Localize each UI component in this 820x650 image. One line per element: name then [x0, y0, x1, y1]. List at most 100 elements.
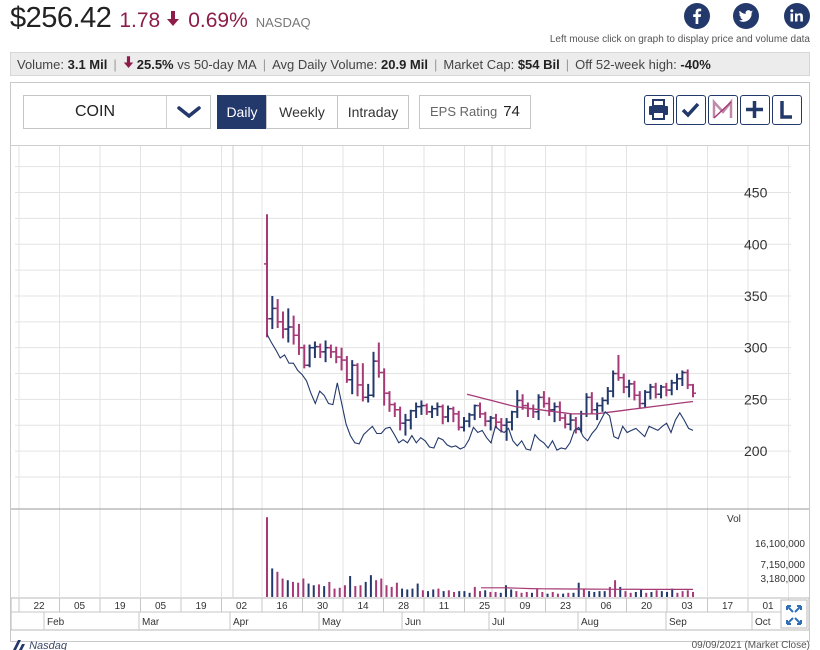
ohlc-bar: [530, 404, 537, 419]
ohlc-bar: [264, 214, 270, 338]
x-day-label: 09: [519, 601, 531, 612]
ohlc-bar: [429, 405, 436, 419]
ohlc-bar: [658, 384, 665, 399]
twitter-icon[interactable]: [733, 3, 759, 29]
x-day-label: 02: [236, 601, 248, 612]
ohlc-bar: [604, 386, 611, 405]
ohlc-bar: [455, 410, 462, 431]
market-cap-label: Market Cap:: [443, 56, 515, 72]
nasdaq-logo: Nasdaq: [12, 640, 67, 650]
x-day-label: 11: [439, 601, 450, 612]
exchange-label: NASDAQ: [255, 15, 311, 30]
tab-intraday[interactable]: Intraday: [337, 95, 409, 129]
ohlc-bar: [359, 363, 366, 402]
volume-axis-title: Vol: [727, 514, 741, 525]
x-day-label: 28: [398, 601, 410, 612]
x-month-label: Aug: [581, 617, 599, 628]
x-axis-strip: [11, 597, 809, 631]
ohlc-bar: [594, 402, 601, 421]
price-chart[interactable]: 200 250 300 350 400 450 Vol 16,100,000 7,150,000…: [11, 145, 809, 641]
volume-vs-pct: 25.5%: [136, 56, 174, 72]
market-close-date: 09/09/2021 (Market Close): [691, 640, 810, 650]
ohlc-bar: [668, 379, 675, 396]
tab-weekly[interactable]: Weekly: [266, 95, 338, 129]
ohlc-bar: [567, 413, 574, 431]
price-header: $256.42 1.78 0.69% NASDAQ: [10, 2, 311, 36]
price-tick-label: 200: [744, 443, 768, 459]
ohlc-bar: [295, 323, 302, 355]
ohlc-bar: [546, 397, 553, 416]
ohlc-bar: [327, 344, 334, 359]
ohlc-bar: [588, 392, 595, 414]
off-high-label: Off 52-week high:: [575, 56, 677, 72]
volume-label: Volume:: [17, 56, 64, 72]
volume-average-line: [481, 587, 693, 590]
chevron-down-icon[interactable]: [166, 96, 210, 128]
ohlc-bar: [413, 402, 420, 419]
ohlc-bar: [285, 308, 292, 343]
x-month-label: May: [322, 617, 341, 628]
ohlc-bar: [370, 351, 377, 398]
ohlc-bar: [391, 402, 398, 417]
ohlc-bar: [279, 311, 286, 339]
tab-daily[interactable]: Daily: [217, 95, 267, 129]
avg-volume-label: Avg Daily Volume:: [272, 56, 378, 72]
ohlc-bar: [322, 340, 329, 363]
ohlc-bar: [508, 410, 515, 431]
ohlc-bar: [514, 390, 521, 419]
down-arrow-icon: [123, 56, 134, 72]
price-volume-chart[interactable]: 200 250 300 350 400 450 Vol 16,100,000 7,150,000…: [11, 146, 809, 642]
ohlc-bar: [610, 370, 617, 398]
volume-vs-label: vs 50-day MA: [177, 56, 257, 72]
moving-average-line: [466, 393, 694, 415]
ohlc-bar: [631, 380, 638, 401]
ohlc-bar: [349, 360, 356, 395]
plus-icon[interactable]: [740, 95, 770, 125]
x-day-label: 16: [276, 601, 288, 612]
x-day-label: 19: [114, 601, 126, 612]
ohlc-bar: [620, 373, 627, 394]
compare-icon[interactable]: [708, 95, 738, 125]
ohlc-bar: [311, 341, 318, 359]
x-month-label: Sep: [669, 617, 687, 628]
chart-hint: Left mouse click on graph to display pri…: [549, 34, 810, 45]
check-icon[interactable]: [676, 95, 706, 125]
ohlc-bar: [439, 404, 446, 425]
off-high-value: -40%: [680, 56, 711, 72]
x-day-label: 23: [560, 601, 572, 612]
price-tick-label: 300: [744, 340, 768, 356]
expand-icon[interactable]: [786, 605, 802, 625]
ohlc-bar: [434, 402, 441, 416]
ohlc-bar: [407, 409, 414, 430]
line-icon[interactable]: [772, 95, 802, 125]
price-tick-label: 400: [744, 236, 768, 252]
print-icon[interactable]: [644, 95, 674, 125]
ohlc-bar: [471, 404, 478, 421]
price-tick-label: 450: [744, 185, 768, 201]
price-tick-label: 250: [744, 391, 768, 407]
ohlc-bar: [274, 299, 281, 329]
expand-button: [780, 599, 808, 629]
facebook-icon[interactable]: [684, 3, 710, 29]
x-day-label: 19: [195, 601, 207, 612]
relative-strength-line: [266, 333, 694, 451]
eps-rating: EPS Rating 74: [419, 95, 531, 129]
x-day-label: 25: [479, 601, 491, 612]
ohlc-bar: [290, 315, 297, 345]
ohlc-bar: [524, 402, 531, 417]
ohlc-bar: [642, 390, 649, 408]
ohlc-bar: [652, 382, 659, 399]
x-day-label: 01: [762, 601, 774, 612]
symbol-select[interactable]: COIN: [23, 95, 211, 129]
ohlc-bar: [684, 369, 691, 390]
x-day-label: 05: [155, 601, 167, 612]
eps-value: 74: [503, 103, 520, 120]
price-change-pct: 0.69%: [188, 9, 248, 32]
linkedin-icon[interactable]: [784, 3, 810, 29]
ohlc-bar: [487, 415, 494, 431]
ohlc-bar: [445, 405, 452, 423]
brand-label: Nasdaq: [29, 640, 67, 650]
x-month-label: Apr: [233, 617, 249, 628]
x-month-label: Oct: [755, 617, 771, 628]
x-day-label: 03: [681, 601, 693, 612]
